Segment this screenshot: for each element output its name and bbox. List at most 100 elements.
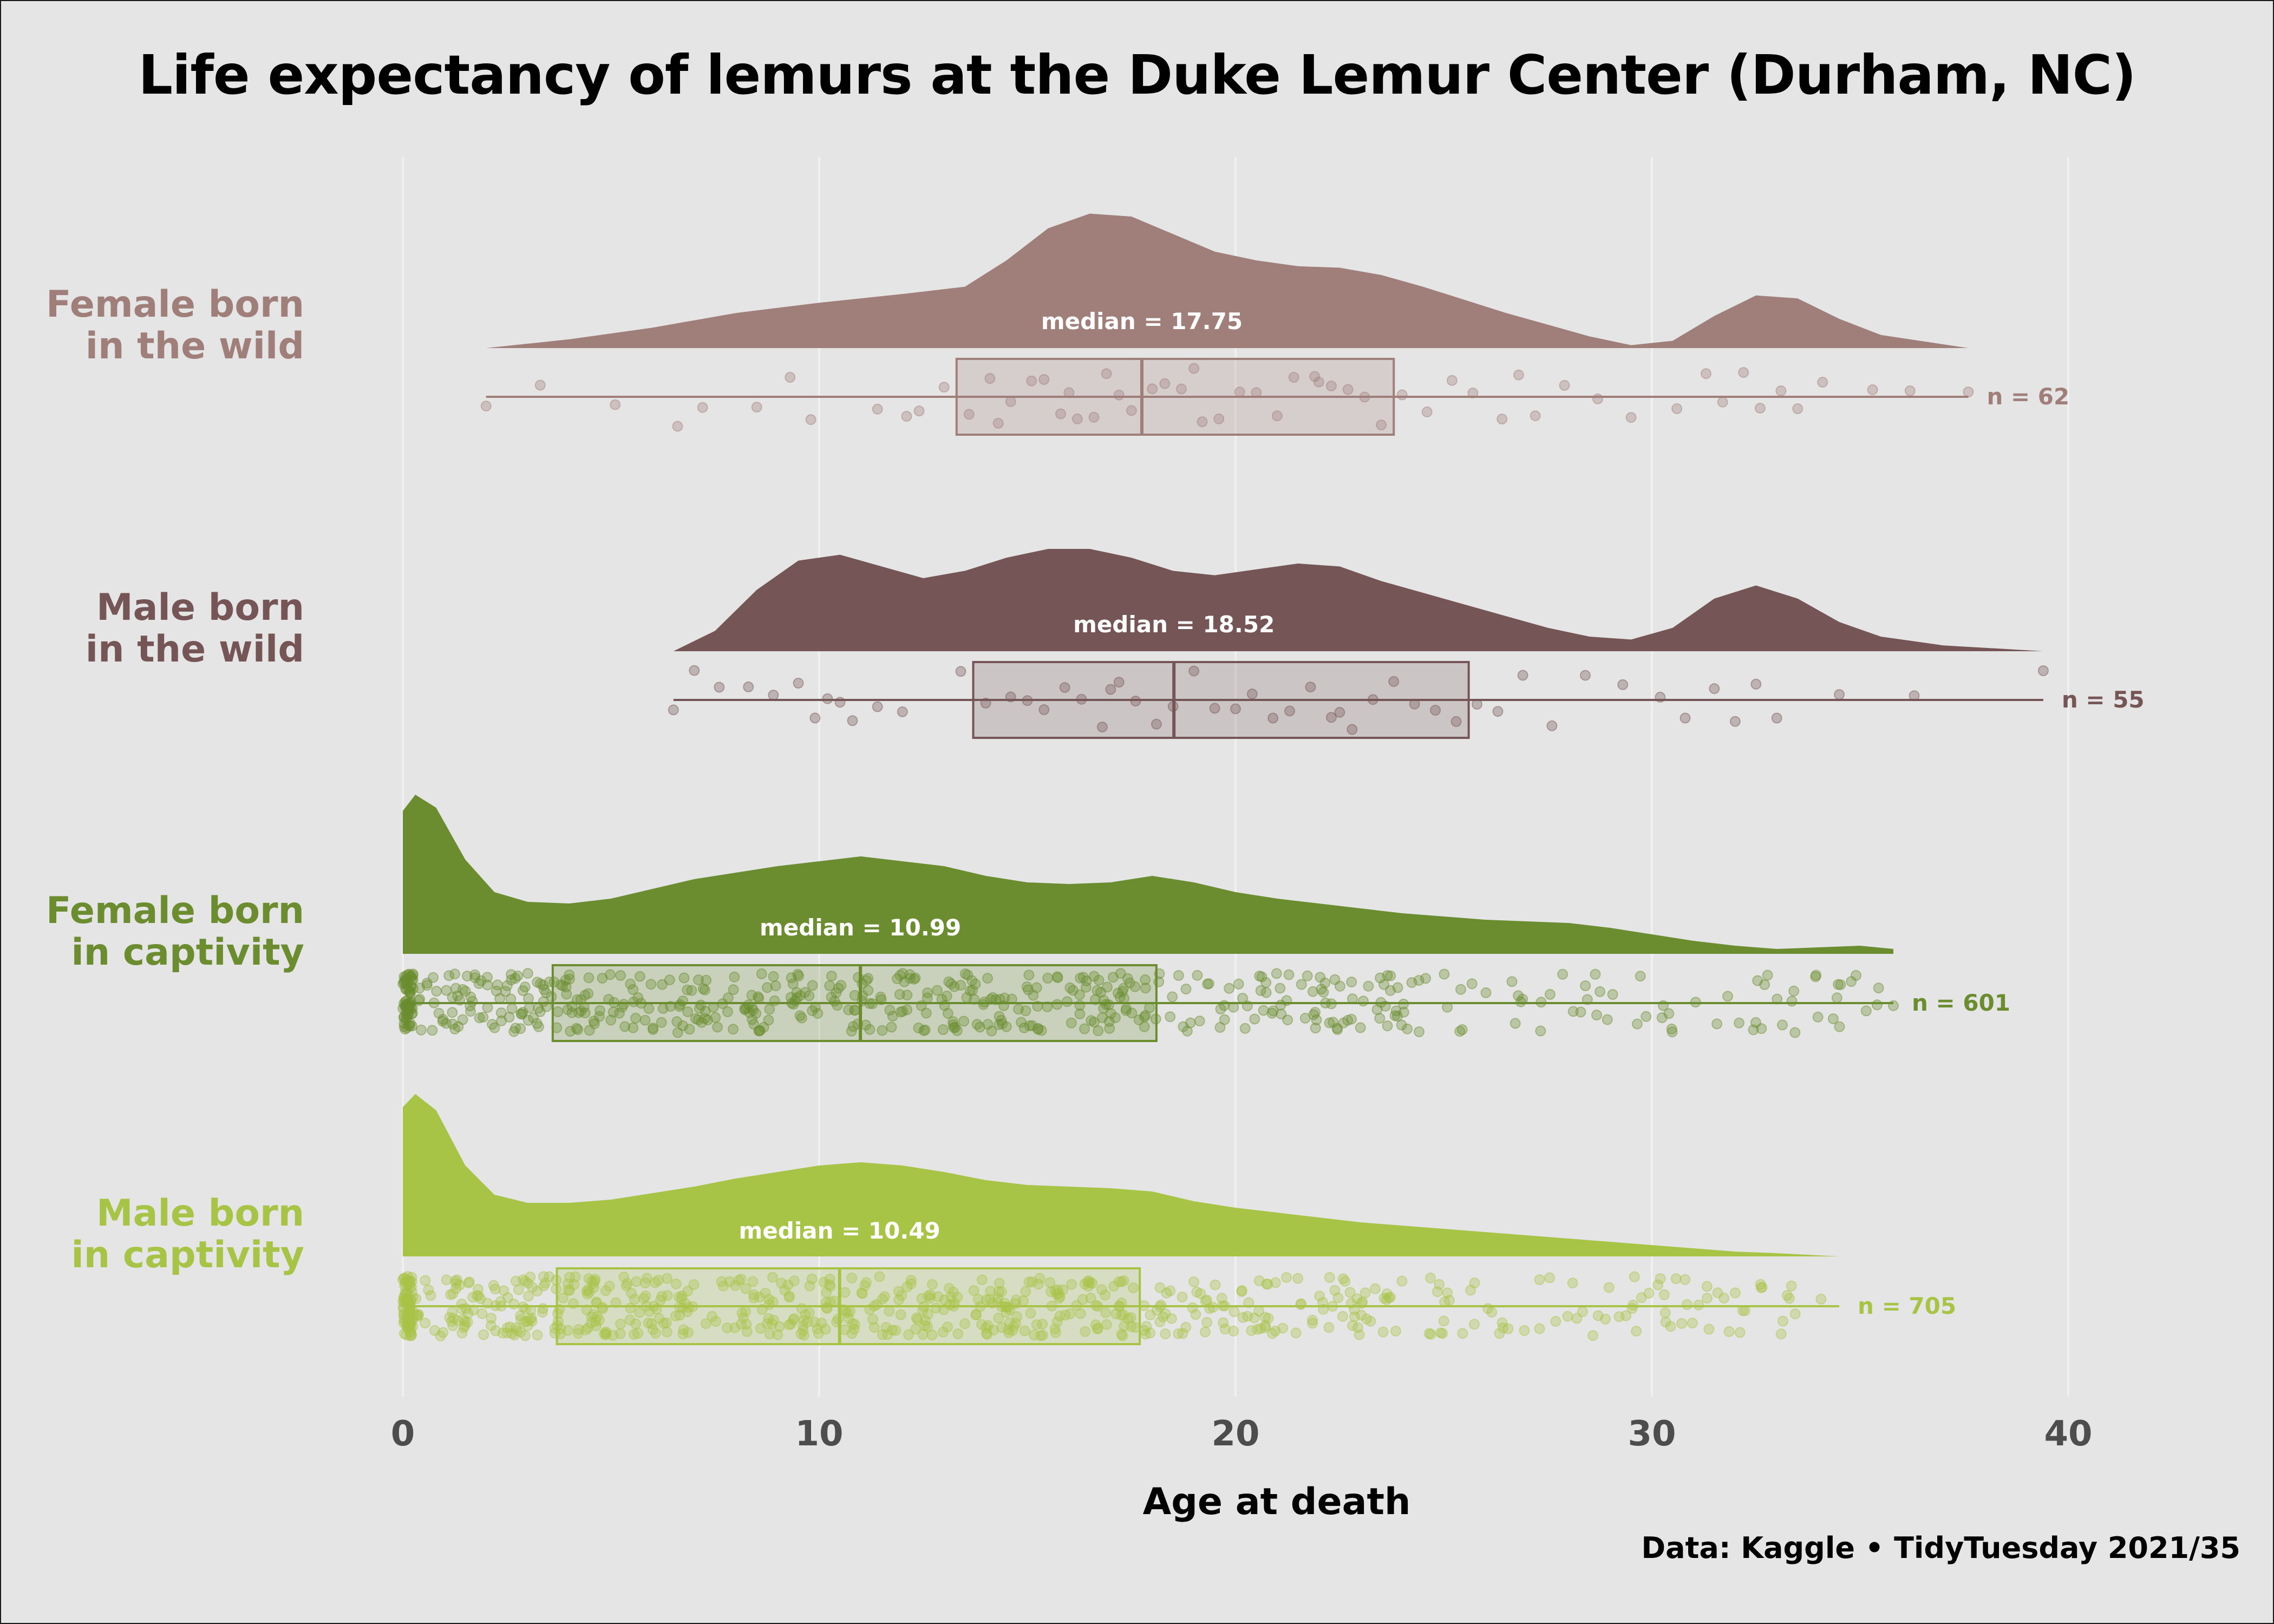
data-point: [1052, 1284, 1063, 1295]
data-point: [746, 990, 757, 1001]
data-point: [682, 1306, 693, 1318]
data-point: [1038, 704, 1050, 715]
data-point: [518, 1301, 529, 1313]
data-point: [1259, 1312, 1271, 1323]
data-point: [1582, 994, 1593, 1005]
data-point: [1010, 1294, 1022, 1306]
data-point: [403, 1305, 415, 1317]
data-point: [397, 1301, 409, 1313]
data-point: [1049, 1323, 1061, 1334]
data-point: [400, 1287, 411, 1298]
data-point: [407, 968, 419, 980]
data-point: [1701, 1281, 1713, 1292]
data-point: [415, 1024, 427, 1036]
data-point: [835, 980, 847, 991]
data-point: [1090, 1319, 1101, 1331]
data-point: [813, 1328, 824, 1339]
data-point: [625, 978, 636, 990]
data-point: [1037, 1319, 1048, 1330]
data-point: [403, 969, 415, 980]
data-point: [535, 978, 546, 990]
data-point: [1833, 979, 1844, 990]
data-point: [984, 373, 996, 384]
data-point: [887, 1011, 898, 1022]
data-point: [671, 1016, 683, 1027]
data-point: [1051, 1316, 1063, 1327]
data-point: [421, 978, 433, 989]
data-point: [1067, 985, 1079, 996]
data-point: [687, 1301, 698, 1312]
data-point: [404, 1298, 416, 1309]
data-point: [796, 1303, 807, 1314]
data-point: [407, 1020, 417, 1032]
data-point: [872, 403, 883, 415]
data-point: [1004, 1304, 1015, 1315]
data-point: [846, 1025, 857, 1037]
group-label-line2: in the wild: [86, 325, 304, 368]
group-label-line1: Female born: [46, 283, 304, 326]
data-point: [807, 980, 818, 991]
data-point: [1492, 706, 1504, 717]
data-point: [753, 993, 764, 1004]
data-point: [588, 1309, 599, 1320]
data-point: [1034, 1273, 1045, 1284]
data-point: [1432, 1286, 1443, 1298]
data-point: [591, 1296, 602, 1308]
data-point: [875, 994, 887, 1005]
data-point: [407, 974, 418, 986]
data-point: [1083, 1281, 1094, 1292]
data-point: [763, 1313, 774, 1324]
data-point: [847, 1021, 859, 1032]
data-point: [525, 1314, 535, 1325]
data-point: [1729, 716, 1741, 727]
data-point: [1261, 1279, 1272, 1289]
data-point: [748, 1289, 760, 1300]
data-point: [607, 1006, 619, 1018]
data-point: [605, 1014, 617, 1026]
data-point: [893, 1286, 904, 1297]
data-point: [1613, 1311, 1625, 1322]
data-point: [404, 1281, 416, 1293]
data-point: [1385, 1292, 1396, 1303]
data-point: [872, 701, 883, 712]
data-point: [1181, 1025, 1193, 1037]
data-point: [1873, 983, 1884, 994]
data-point: [1534, 1323, 1545, 1334]
data-point: [937, 1326, 949, 1338]
data-point: [1625, 412, 1637, 423]
data-point: [1384, 985, 1396, 996]
density-cloud: [486, 213, 1969, 348]
data-point: [400, 983, 411, 994]
data-point: [699, 1013, 710, 1024]
data-point: [407, 1315, 418, 1327]
data-point: [1180, 1321, 1192, 1333]
data-point: [1260, 1320, 1271, 1331]
data-point: [1060, 1309, 1071, 1321]
data-point: [1723, 1326, 1735, 1337]
data-point: [783, 1292, 795, 1303]
data-point: [690, 1013, 701, 1024]
data-point: [877, 1025, 888, 1036]
data-point: [639, 1014, 651, 1026]
data-point: [1284, 705, 1295, 717]
data-point: [401, 1014, 412, 1025]
data-point: [475, 975, 487, 986]
data-point: [624, 1314, 636, 1326]
data-point: [1319, 977, 1331, 988]
data-point: [478, 1329, 489, 1340]
data-point: [1390, 1325, 1401, 1337]
data-point: [401, 999, 412, 1010]
data-point: [774, 1321, 785, 1332]
density-cloud: [673, 549, 2043, 651]
data-point: [1271, 410, 1283, 422]
data-point: [1176, 383, 1187, 395]
data-point: [1113, 389, 1125, 401]
data-point: [450, 1283, 462, 1294]
data-point: [782, 1279, 794, 1291]
data-point: [1690, 997, 1701, 1008]
data-point: [557, 980, 568, 991]
data-point: [1037, 1330, 1048, 1341]
data-point: [1535, 1025, 1546, 1037]
data-point: [399, 1317, 410, 1328]
